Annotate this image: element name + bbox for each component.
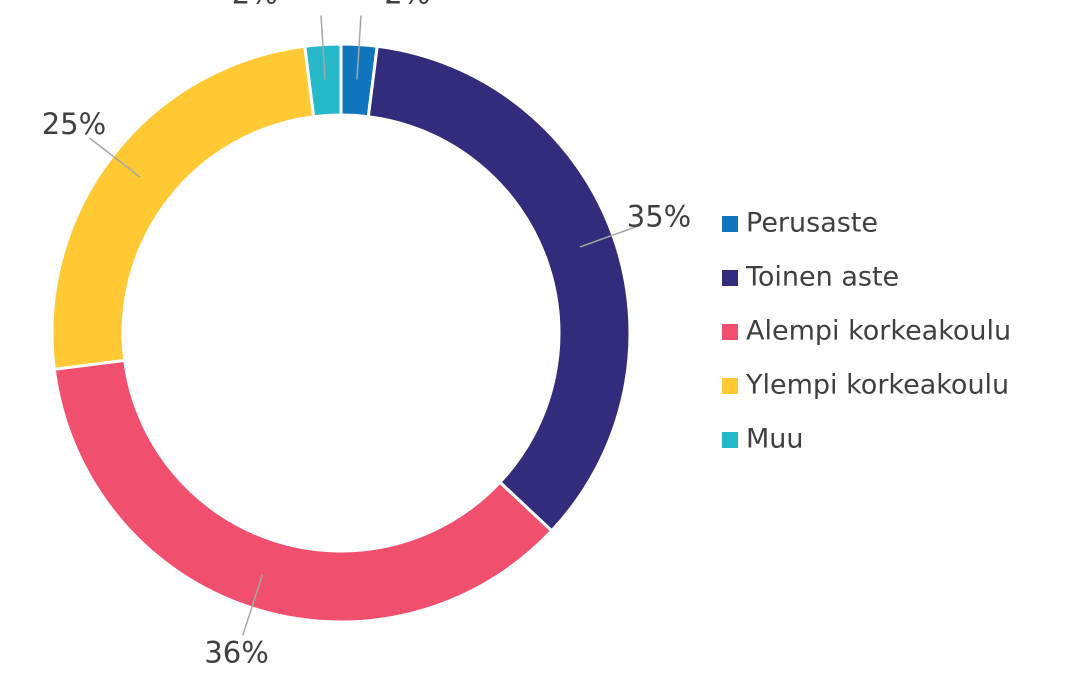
data-label: 36% bbox=[204, 635, 268, 669]
leader-line bbox=[320, 15, 326, 80]
data-label: 35% bbox=[627, 200, 691, 234]
leader-line bbox=[579, 224, 641, 248]
donut-slice bbox=[303, 42, 343, 119]
legend-label: Toinen aste bbox=[745, 262, 899, 293]
legend-label: Ylempi korkeakoulu bbox=[745, 370, 1009, 401]
donut-slice bbox=[366, 44, 632, 533]
donut-slice bbox=[52, 358, 554, 624]
legend-label: Alempi korkeakoulu bbox=[746, 316, 1011, 347]
legend-swatch bbox=[722, 432, 738, 448]
legend-label: Perusaste bbox=[746, 208, 878, 239]
leader-line bbox=[89, 137, 141, 178]
data-label: 25% bbox=[42, 107, 106, 141]
legend-swatch bbox=[722, 324, 738, 340]
leader-line bbox=[242, 574, 264, 636]
legend-label: Muu bbox=[746, 424, 804, 455]
donut-slice bbox=[50, 44, 316, 371]
legend-swatch bbox=[722, 270, 738, 286]
data-label: 2% bbox=[384, 0, 430, 11]
legend-swatch bbox=[722, 378, 738, 394]
data-label: 2% bbox=[232, 0, 278, 11]
leader-line bbox=[356, 15, 362, 80]
legend-swatch bbox=[722, 216, 738, 232]
